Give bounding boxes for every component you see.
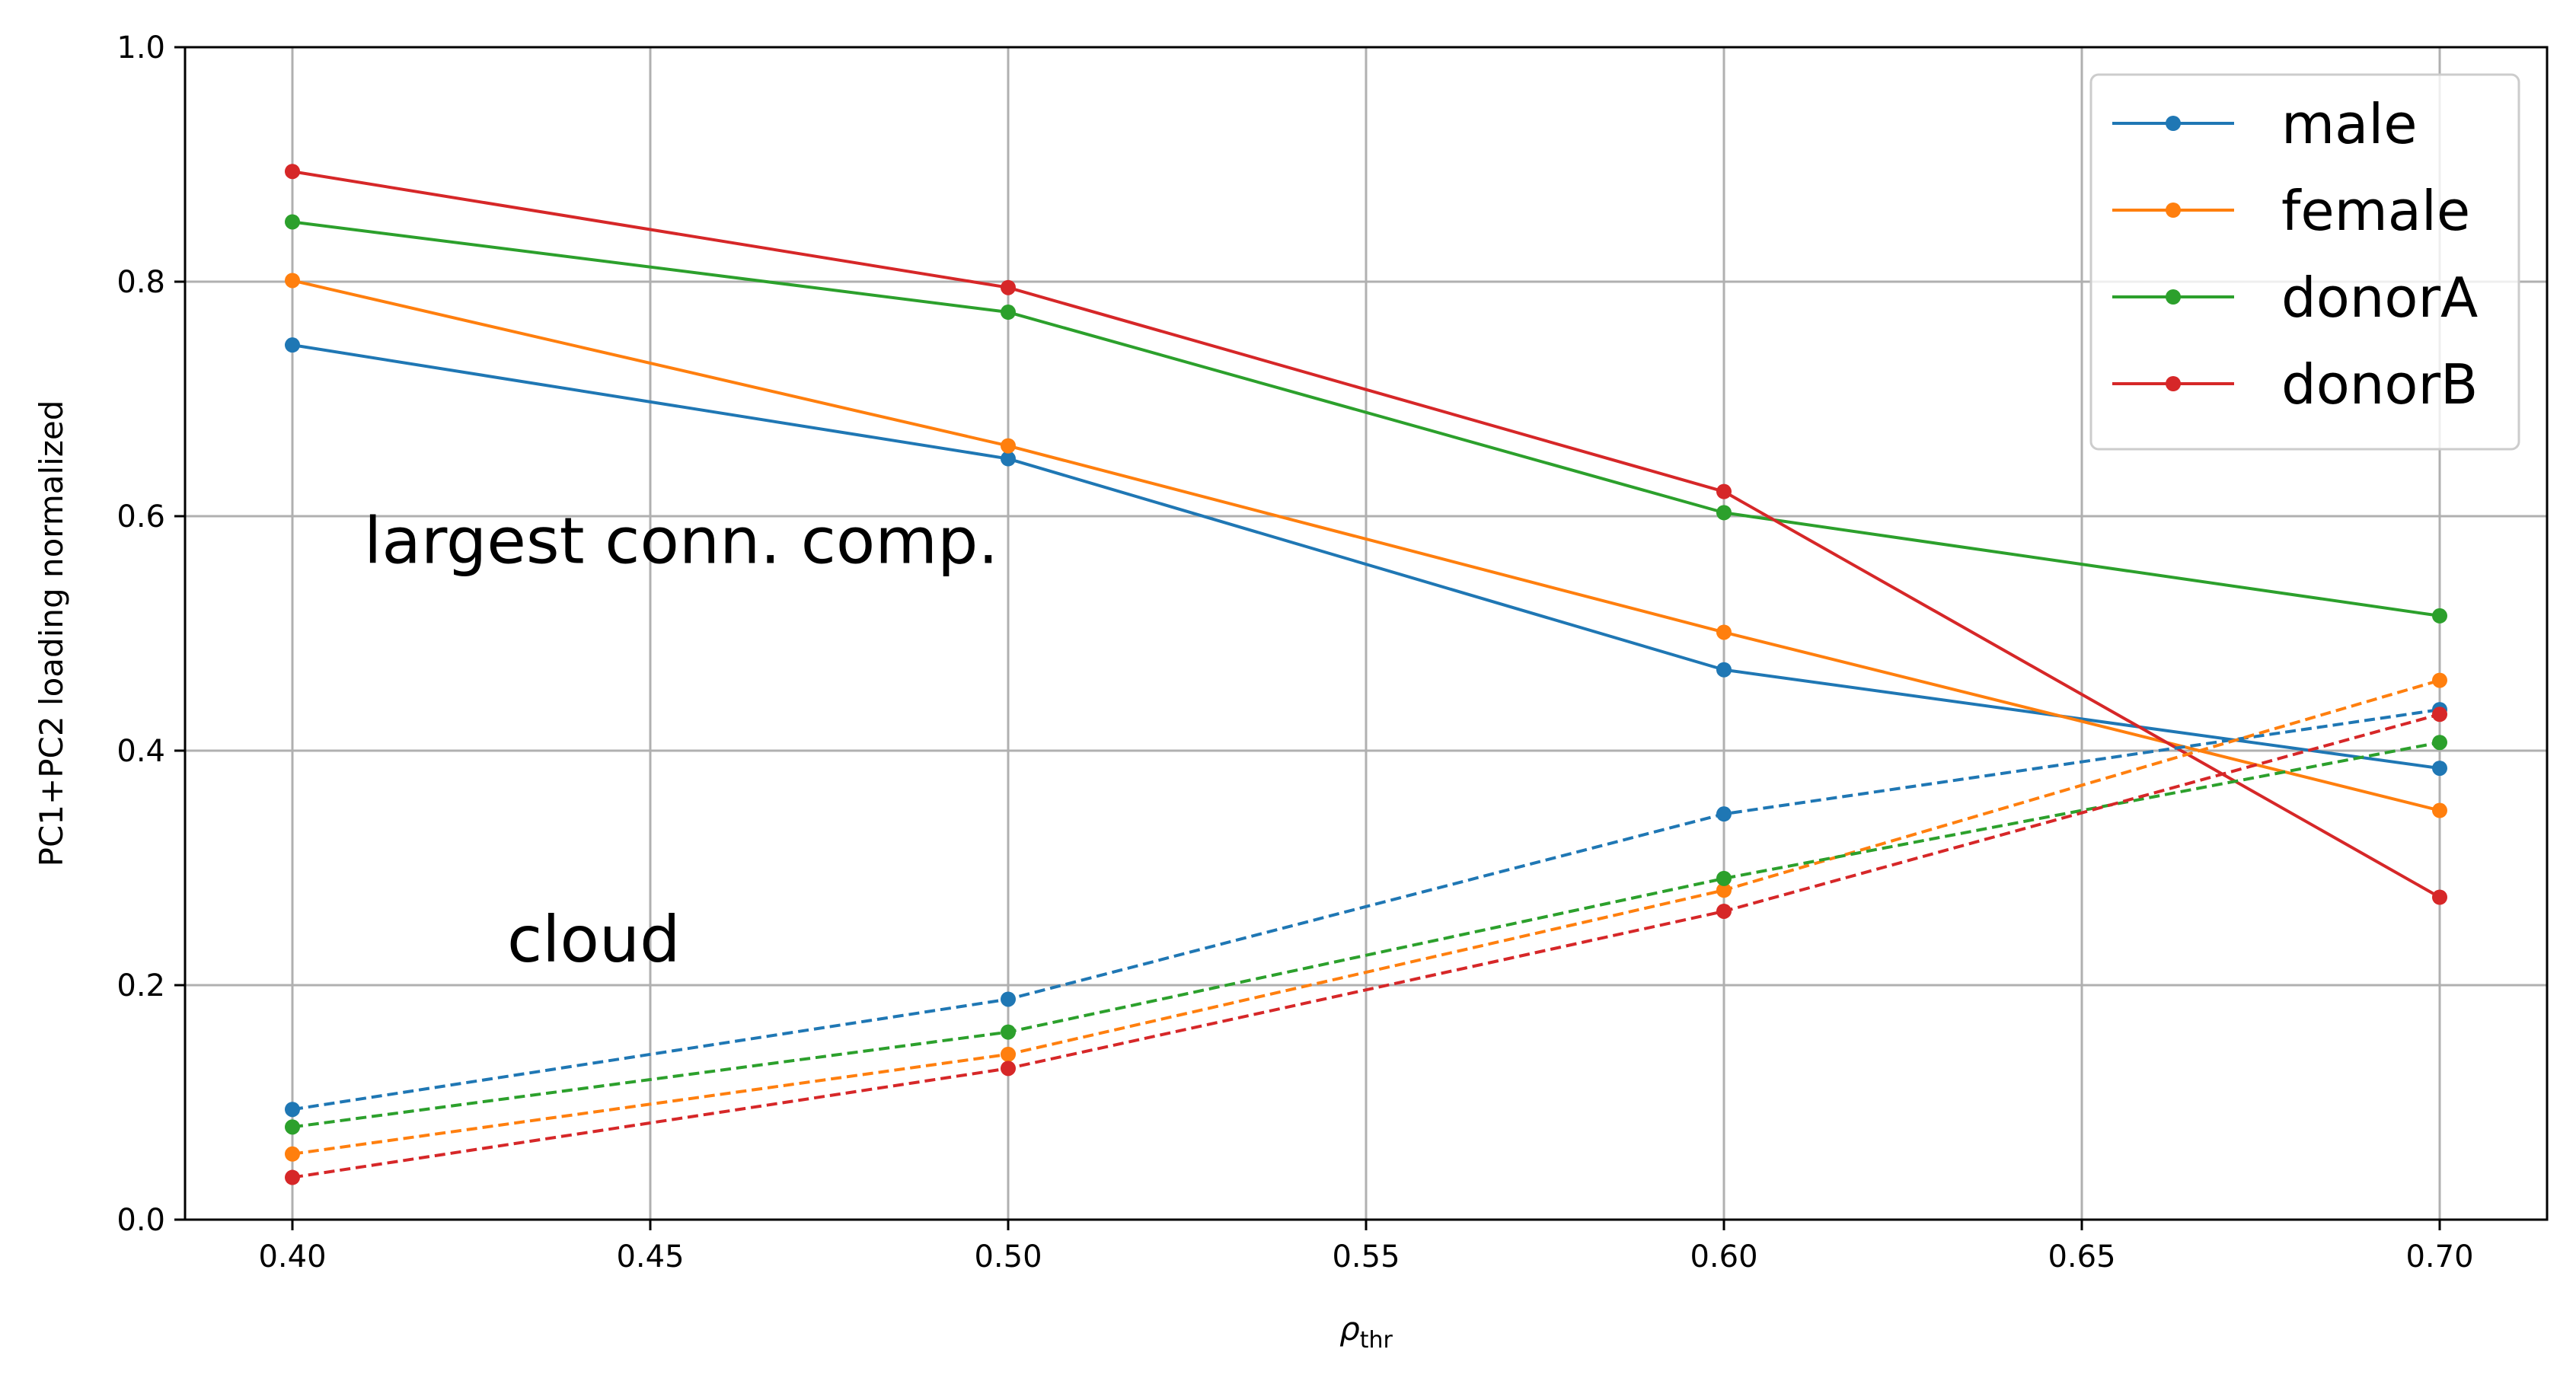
data-point (285, 1169, 300, 1185)
data-point (2432, 889, 2447, 905)
y-tick-label: 0.4 (117, 734, 165, 769)
x-tick-label: 0.45 (616, 1239, 684, 1274)
series-line (292, 708, 2440, 1112)
x-axis-label-sub: thr (1360, 1327, 1393, 1354)
y-axis-label: PC1+PC2 loading normalized (33, 400, 70, 867)
y-tick-label: 0.0 (117, 1203, 165, 1238)
legend-item-male: male (2112, 92, 2418, 156)
legend: male female donorA donorB (2089, 73, 2520, 451)
data-point (2432, 707, 2447, 722)
y-tick-label: 0.8 (117, 265, 165, 300)
x-tick-label: 0.55 (1332, 1239, 1400, 1274)
data-point (1716, 505, 1732, 521)
data-point (285, 337, 300, 353)
series-dashed-series-5 (285, 672, 2447, 1162)
legend-label: male (2281, 92, 2418, 156)
legend-swatch-marker (2166, 116, 2181, 131)
legend-item-female: female (2112, 179, 2470, 243)
series-male (285, 337, 2447, 777)
series-line (292, 279, 2440, 812)
series-dashed-series-6 (285, 735, 2447, 1135)
legend-label: donorB (2281, 352, 2478, 416)
data-point (1716, 903, 1732, 919)
data-point (2432, 735, 2447, 751)
data-point (2432, 608, 2447, 624)
legend-swatch-marker (2166, 203, 2181, 218)
y-tick-label: 0.2 (117, 968, 165, 1003)
data-point (285, 1102, 300, 1118)
series-line (292, 741, 2440, 1129)
data-point (1001, 1061, 1016, 1077)
data-point (1001, 451, 1016, 467)
data-point (1001, 438, 1016, 454)
x-axis-label: ρthr (1339, 1310, 1393, 1354)
series-line (292, 220, 2440, 617)
y-tick-label: 1.0 (117, 30, 165, 65)
series-line (292, 713, 2440, 1179)
series-line (292, 170, 2440, 899)
legend-label: female (2281, 179, 2470, 243)
data-point (2432, 672, 2447, 688)
data-point (1716, 624, 1732, 640)
data-point (1001, 305, 1016, 321)
data-point (1716, 882, 1732, 898)
data-point (1716, 662, 1732, 678)
x-tick-label: 0.40 (258, 1239, 326, 1274)
data-point (1716, 483, 1732, 499)
legend-label: donorA (2281, 266, 2478, 330)
legend-box (2089, 73, 2520, 451)
data-point (1001, 1024, 1016, 1040)
data-point (285, 164, 300, 180)
x-axis-label-main: ρ (1339, 1310, 1360, 1348)
series-donorA (285, 214, 2447, 624)
data-point (285, 1119, 300, 1135)
annotation-cloud: cloud (507, 902, 680, 977)
annotation-largest-conn-comp: largest conn. comp. (364, 504, 998, 579)
data-point (1716, 870, 1732, 886)
series-female (285, 273, 2447, 818)
data-point (1001, 1046, 1016, 1062)
data-point (2432, 761, 2447, 777)
series-line (292, 343, 2440, 770)
data-point (2432, 802, 2447, 818)
legend-swatch-marker (2166, 289, 2181, 305)
data-point (1001, 279, 1016, 295)
data-point (1001, 991, 1016, 1007)
legend-item-donorB: donorB (2112, 352, 2478, 416)
data-point (285, 273, 300, 289)
x-tick-label: 0.70 (2405, 1239, 2473, 1274)
x-tick-label: 0.60 (1690, 1239, 1757, 1274)
ticks: 0.40 0.45 0.50 0.55 0.60 0.65 0.70 0.0 0.2 0.4 0.6… (117, 30, 2473, 1274)
x-tick-label: 0.65 (2048, 1239, 2115, 1274)
legend-item-donorA: donorA (2112, 266, 2478, 330)
series-dashed-series-7 (285, 707, 2447, 1185)
data-point (1716, 806, 1732, 822)
y-tick-label: 0.6 (117, 499, 165, 534)
x-tick-label: 0.50 (974, 1239, 1042, 1274)
series-donorB (285, 164, 2447, 905)
data-point (285, 214, 300, 230)
legend-swatch-marker (2166, 376, 2181, 391)
series-dashed-series-4 (285, 702, 2447, 1118)
series-line (292, 678, 2440, 1156)
series-group (285, 164, 2447, 1185)
data-point (285, 1146, 300, 1162)
